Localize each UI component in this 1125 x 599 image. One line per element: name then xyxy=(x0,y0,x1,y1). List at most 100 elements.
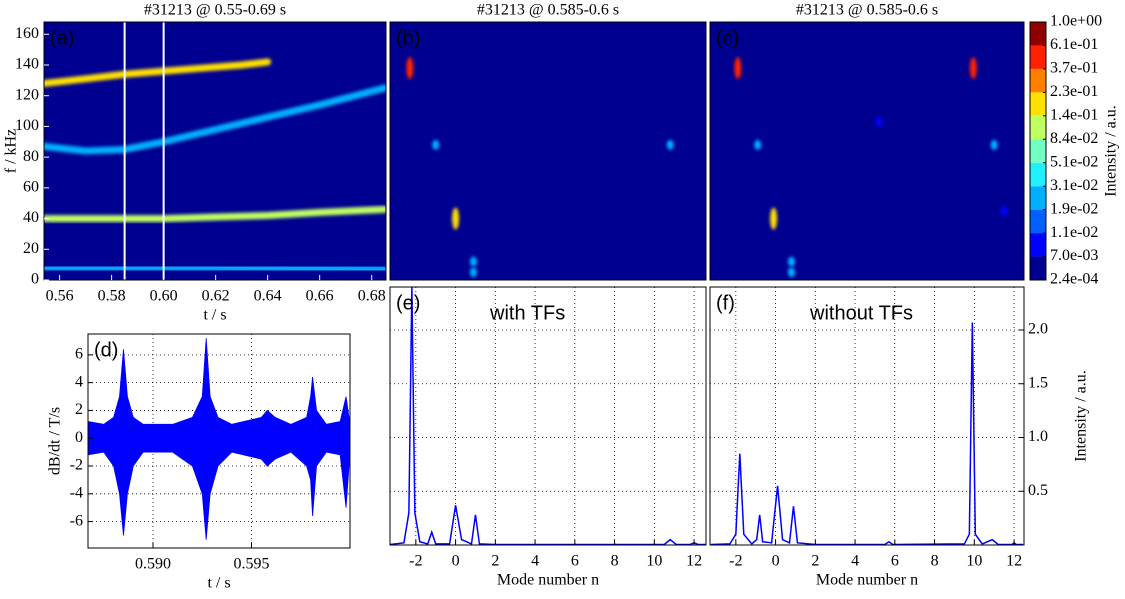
panel: -2 0 2 4 6 8 10 12 (e) with TFs Mode number n xyxy=(389,286,707,589)
x-tick-label: 0.64 xyxy=(254,288,282,305)
panel-label: (e) xyxy=(396,292,420,314)
colorbar-band xyxy=(1030,162,1046,187)
mode-blob xyxy=(734,57,742,80)
x-tick-label: 2 xyxy=(811,553,819,570)
spectrum-line xyxy=(390,287,706,545)
x-tick-label: 0 xyxy=(452,553,460,570)
mode-blob xyxy=(969,57,977,80)
plot-area xyxy=(406,57,674,278)
mode-blob xyxy=(770,207,778,230)
colorbar-tick-label: 1.1e-02 xyxy=(1050,224,1098,241)
y-tick-label: -2 xyxy=(70,457,83,474)
x-tick-label: 0.595 xyxy=(234,556,270,573)
x-tick-label: 0.590 xyxy=(135,556,171,573)
x-tick-label: 0.56 xyxy=(46,288,74,305)
panel-label: (b) xyxy=(396,27,420,49)
y-axis-label: f / kHz xyxy=(3,129,20,173)
x-axis-label: t / s xyxy=(203,307,226,324)
colorbar-label: Intensity / a.u. xyxy=(1103,105,1120,197)
mode-blob xyxy=(452,207,460,230)
panel-label: (c) xyxy=(716,27,739,49)
plot-frame xyxy=(87,333,351,549)
panel-title: #31213 @ 0.585-0.6 s xyxy=(477,2,619,19)
y-tick-label: 6 xyxy=(75,346,83,363)
panel-label: (a) xyxy=(50,27,74,49)
x-axis-label: Mode number n xyxy=(497,572,599,589)
mode-blob xyxy=(787,267,795,278)
y-tick-label: 4 xyxy=(75,373,83,390)
colorbar-tick-label: 1.0e+00 xyxy=(1050,13,1102,30)
y2-axis-label: Intensity / a.u. xyxy=(1073,370,1090,462)
x-tick-label: 10 xyxy=(646,553,662,570)
colorbar-tick-label: 3.7e-01 xyxy=(1050,60,1098,77)
spectral-mode xyxy=(44,264,386,273)
colorbar-tick-label: 6.1e-01 xyxy=(1050,36,1098,53)
x-tick-label: 12 xyxy=(1006,553,1022,570)
x-tick-label: 6 xyxy=(571,553,579,570)
panel-label: (f) xyxy=(716,292,735,314)
y-tick-label: -4 xyxy=(70,484,83,501)
y2-tick-label: 2.0 xyxy=(1028,321,1048,338)
x-tick-label: 0.68 xyxy=(358,288,386,305)
x-tick-label: 4 xyxy=(531,553,539,570)
mode-blob xyxy=(754,139,762,150)
colorbar-tick-label: 8.4e-02 xyxy=(1050,130,1098,147)
y-tick-label: 100 xyxy=(15,117,39,134)
plot-background xyxy=(390,22,706,280)
y-tick-label: 160 xyxy=(15,25,39,42)
colorbar-tick-label: 7.0e-03 xyxy=(1050,247,1098,264)
x-tick-label: 6 xyxy=(891,553,899,570)
mode-blob xyxy=(469,256,477,267)
spectral-mode xyxy=(44,84,386,155)
plot-frame xyxy=(709,21,1025,281)
colorbar-tick-label: 3.1e-02 xyxy=(1050,177,1098,194)
mode-blob xyxy=(432,139,440,150)
panel-title: #31213 @ 0.585-0.6 s xyxy=(796,2,938,19)
plot-area xyxy=(710,287,1024,545)
mode-blob xyxy=(875,116,883,127)
colorbar-band xyxy=(1030,115,1046,140)
x-tick-label: 0.58 xyxy=(98,288,126,305)
y2-tick-label: 1.5 xyxy=(1028,374,1048,391)
colorbar-tick-label: 1.4e-01 xyxy=(1050,106,1098,123)
colorbar-band xyxy=(1030,186,1046,210)
plot-frame xyxy=(389,21,707,281)
y-tick-label: 40 xyxy=(23,209,39,226)
y-axis-label: dB/dt / T/s xyxy=(47,407,64,475)
colorbar-tick-label: 5.1e-02 xyxy=(1050,153,1098,170)
panel: #31213 @ 0.585-0.6 s (c) 2.4e-04 7.0e-03 1.1… xyxy=(709,2,1120,288)
spectrum-line xyxy=(710,322,1024,545)
y-tick-label: 20 xyxy=(23,240,39,257)
colorbar-band xyxy=(1030,22,1046,46)
x-tick-label: 0 xyxy=(772,553,780,570)
colorbar-band xyxy=(1030,45,1046,69)
panel: -2 0 2 4 6 8 10 12 0.5 1.0 1.5 2.0 (f) without TFs Mod… xyxy=(709,286,1090,589)
annotation: with TFs xyxy=(489,302,565,324)
panel-title: #31213 @ 0.55-0.69 s xyxy=(144,2,286,19)
mode-blob xyxy=(666,139,674,150)
panel: #31213 @ 0.585-0.6 s (b) xyxy=(389,2,707,281)
panel: 0.590 0.595 -6 -4 -2 0 2 4 6 (d) t / s dB/dt / T/s xyxy=(47,333,351,592)
y-tick-label: 0 xyxy=(31,271,39,288)
x-tick-label: 2 xyxy=(491,553,499,570)
plot-frame xyxy=(389,286,707,546)
annotation: without TFs xyxy=(809,302,913,324)
x-tick-label: -2 xyxy=(729,553,742,570)
plot-background xyxy=(710,22,1024,280)
x-tick-label: 8 xyxy=(931,553,939,570)
colorbar-band xyxy=(1030,209,1046,234)
signal-envelope xyxy=(88,338,350,540)
plot-area xyxy=(44,22,386,280)
plot-area xyxy=(734,57,1008,278)
colorbar-band xyxy=(1030,68,1046,93)
colorbar-band xyxy=(1030,233,1046,257)
colorbar-band xyxy=(1030,139,1046,163)
y-tick-label: 0 xyxy=(75,429,83,446)
x-tick-label: 8 xyxy=(611,553,619,570)
y-tick-label: 2 xyxy=(75,401,83,418)
x-tick-label: 0.62 xyxy=(202,288,230,305)
mode-blob xyxy=(787,256,795,267)
colorbar-tick-label: 2.3e-01 xyxy=(1050,83,1098,100)
x-axis-label: t / s xyxy=(207,575,230,592)
plot-frame xyxy=(43,21,387,281)
